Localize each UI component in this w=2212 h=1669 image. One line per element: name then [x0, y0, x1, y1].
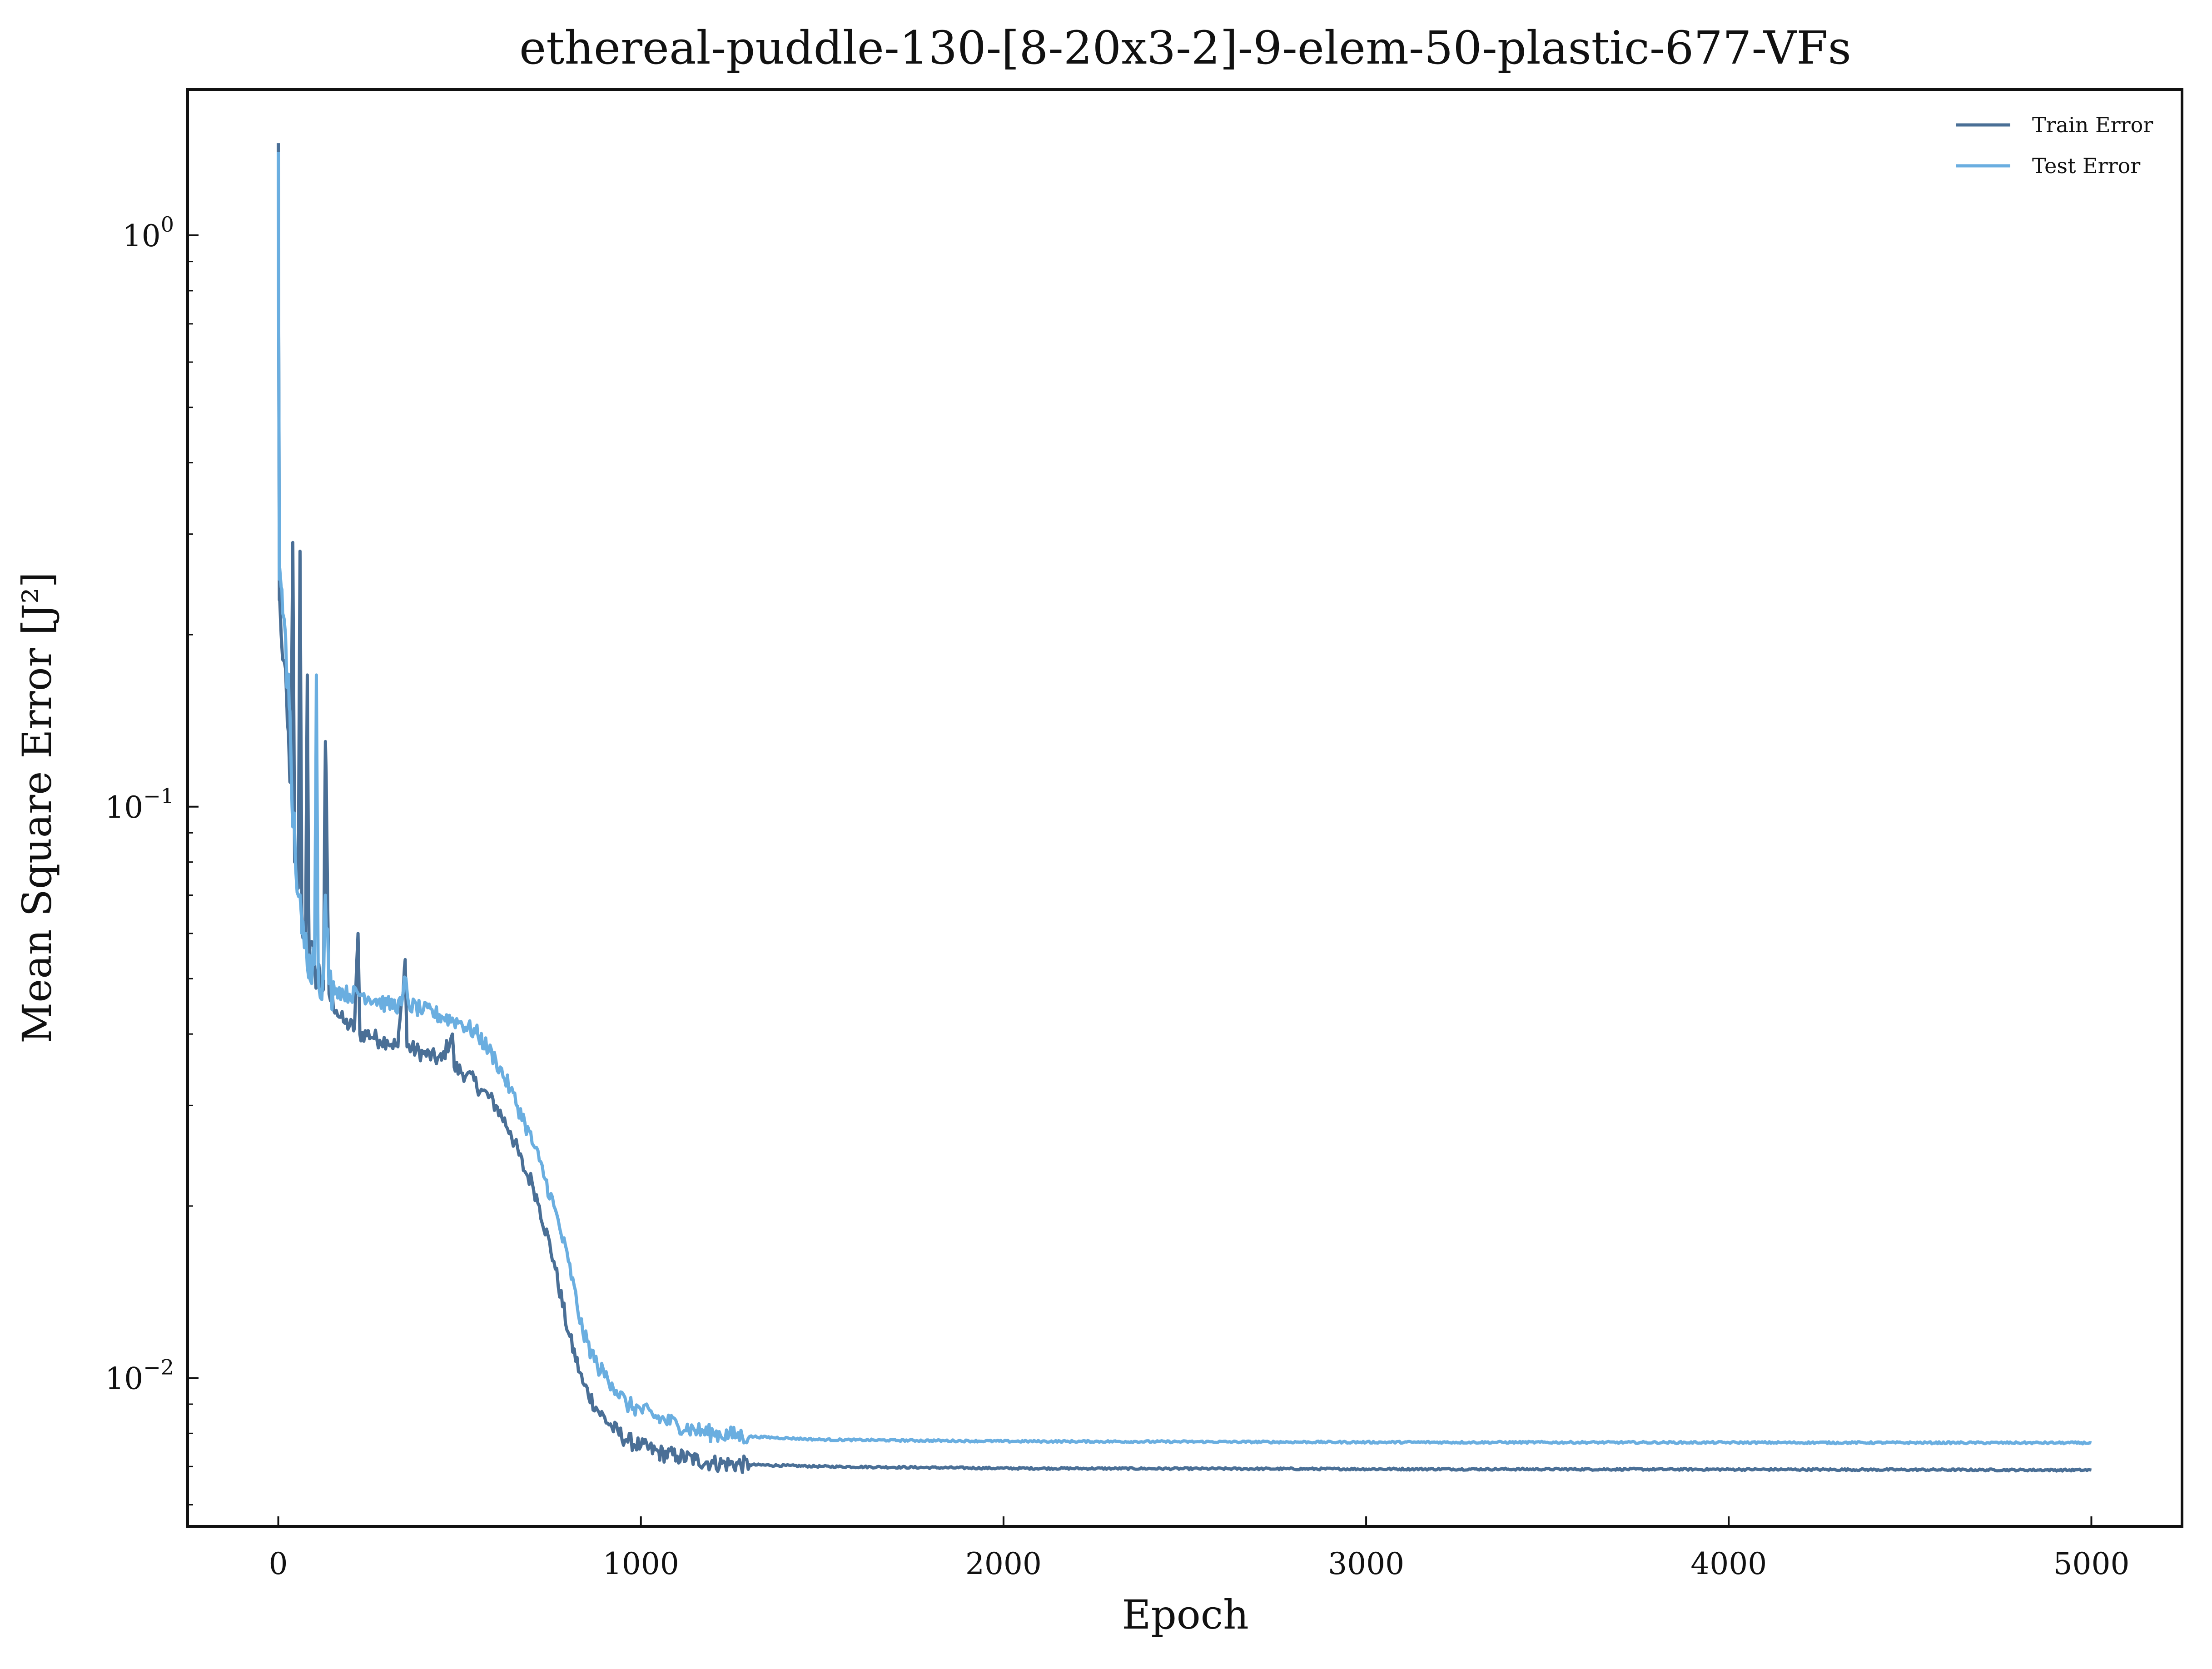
x-tick-label: 1000 — [603, 1546, 679, 1581]
ticks-layer: 0 1000 2000 3000 4000 5000 10−2 10−1 100 — [105, 212, 2129, 1581]
x-tick-label: 0 — [269, 1546, 288, 1581]
chart-title: ethereal-puddle-130-[8-20x3-2]-9-elem-50… — [519, 21, 1851, 75]
legend: Train Error Test Error — [1956, 113, 2153, 178]
plot-frame — [186, 88, 2183, 1528]
y-tick-label: 10−2 — [105, 1355, 174, 1396]
x-tick-label: 2000 — [965, 1546, 1042, 1581]
y-tick-label: 100 — [123, 212, 174, 253]
x-tick-label: 5000 — [2053, 1546, 2129, 1581]
y-axis-label: Mean Square Error [J²] — [14, 572, 60, 1043]
y-tick-label: 10−1 — [105, 784, 174, 825]
legend-label-0: Train Error — [2032, 113, 2153, 137]
x-axis-label: Epoch — [1122, 1591, 1249, 1638]
series-line-0 — [277, 143, 2092, 1474]
series-line-1 — [277, 152, 2092, 1445]
x-tick-label: 4000 — [1690, 1546, 1767, 1581]
x-tick-label: 3000 — [1328, 1546, 1404, 1581]
legend-label-1: Test Error — [2032, 154, 2140, 178]
series-layer — [277, 143, 2092, 1474]
